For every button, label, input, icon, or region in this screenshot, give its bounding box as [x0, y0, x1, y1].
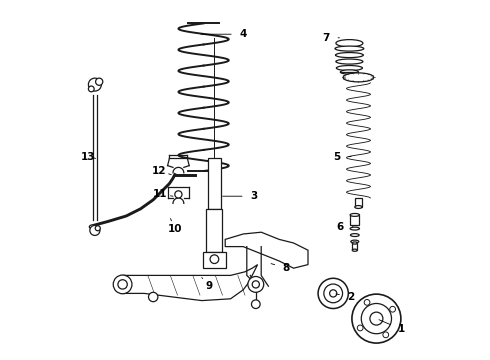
- Ellipse shape: [343, 73, 374, 82]
- Circle shape: [88, 86, 94, 92]
- Circle shape: [251, 300, 260, 309]
- Bar: [206, 209, 222, 252]
- Ellipse shape: [336, 66, 363, 71]
- Text: 2: 2: [336, 292, 355, 302]
- Text: 3: 3: [222, 191, 258, 201]
- Circle shape: [357, 325, 363, 331]
- Polygon shape: [122, 265, 258, 301]
- Circle shape: [364, 300, 370, 305]
- Circle shape: [118, 280, 127, 289]
- Circle shape: [148, 292, 158, 302]
- Ellipse shape: [350, 234, 359, 237]
- Circle shape: [210, 255, 219, 264]
- Circle shape: [113, 275, 132, 294]
- Ellipse shape: [352, 242, 357, 244]
- Bar: [203, 252, 226, 268]
- Text: 7: 7: [322, 33, 340, 43]
- Circle shape: [318, 278, 348, 309]
- Ellipse shape: [336, 53, 364, 58]
- Text: 9: 9: [202, 278, 213, 291]
- Circle shape: [330, 290, 337, 297]
- Bar: [352, 243, 357, 250]
- Ellipse shape: [89, 225, 98, 229]
- Text: 6: 6: [337, 222, 353, 232]
- Circle shape: [248, 276, 264, 292]
- Text: 5: 5: [333, 152, 351, 162]
- Circle shape: [352, 294, 401, 343]
- Text: 10: 10: [168, 219, 182, 234]
- Circle shape: [390, 306, 395, 312]
- Ellipse shape: [335, 46, 364, 51]
- Text: 4: 4: [201, 29, 247, 39]
- Text: 1: 1: [379, 320, 405, 334]
- Circle shape: [361, 303, 392, 334]
- Circle shape: [370, 312, 383, 325]
- Ellipse shape: [350, 213, 360, 216]
- Text: 12: 12: [151, 166, 171, 176]
- Ellipse shape: [352, 249, 357, 251]
- Circle shape: [88, 78, 101, 91]
- Bar: [350, 215, 360, 225]
- Text: 13: 13: [81, 152, 96, 162]
- Text: 8: 8: [271, 263, 290, 273]
- Circle shape: [324, 284, 343, 303]
- Ellipse shape: [336, 59, 363, 64]
- Polygon shape: [225, 232, 308, 268]
- Bar: [355, 198, 362, 207]
- Circle shape: [175, 191, 182, 198]
- Ellipse shape: [351, 240, 359, 243]
- Ellipse shape: [355, 206, 362, 208]
- Ellipse shape: [350, 227, 360, 230]
- Ellipse shape: [336, 40, 363, 47]
- Circle shape: [96, 78, 103, 85]
- Text: 11: 11: [153, 189, 173, 199]
- Circle shape: [90, 225, 100, 235]
- Ellipse shape: [341, 70, 358, 74]
- Circle shape: [95, 226, 100, 231]
- Circle shape: [252, 281, 259, 288]
- Bar: [208, 158, 221, 209]
- Circle shape: [383, 332, 389, 338]
